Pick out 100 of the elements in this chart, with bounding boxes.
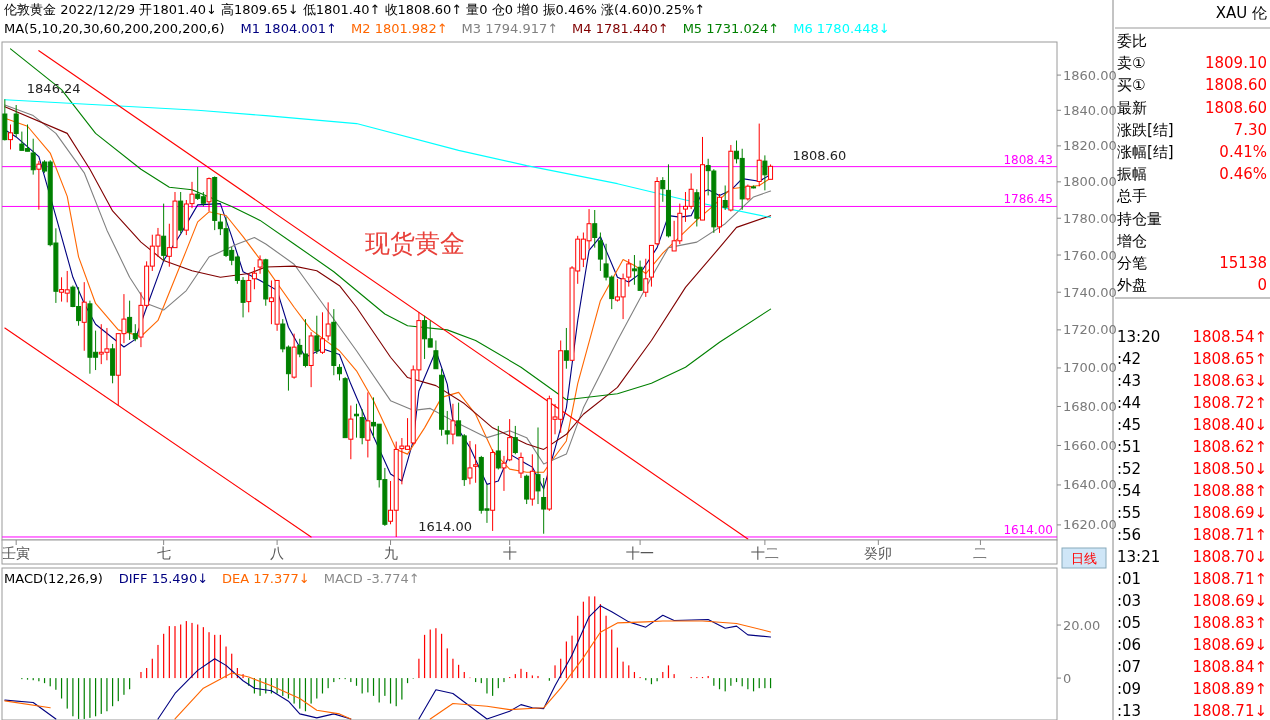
candlestick: [535, 426, 541, 505]
candlestick: [722, 184, 728, 211]
y-tick-label: 1720.00: [1063, 322, 1117, 338]
text: 1808.69↓: [1192, 592, 1267, 610]
category-label: 委比: [1117, 32, 1147, 50]
candlestick: [246, 273, 252, 313]
category-label: :06: [1117, 636, 1142, 654]
text: 1808.71↑: [1192, 570, 1267, 588]
text: 1808.40↓: [1192, 416, 1267, 434]
category-label: 13:21: [1117, 548, 1161, 566]
text: 1808.50↓: [1192, 460, 1267, 478]
candlestick: [660, 176, 666, 203]
text: M1 1804.001↑: [240, 21, 338, 36]
line-series: [174, 672, 352, 720]
text: M6 1780.448↓: [793, 21, 890, 36]
text: 日线: [1071, 551, 1097, 566]
x-tick-label: 十: [502, 545, 517, 561]
candlestick: [501, 455, 507, 492]
candlestick: [325, 301, 331, 341]
chart-subtitle: MA(5,10,20,30,60,200,200,200,6): [4, 21, 225, 36]
y-tick-label: 1760.00: [1063, 247, 1117, 263]
ref-line-label: 1808.43: [1003, 152, 1053, 167]
candlestick: [359, 408, 365, 445]
candlestick: [13, 104, 19, 138]
category-label: :09: [1117, 680, 1142, 698]
candlestick: [257, 254, 263, 275]
y-tick-label: 1740.00: [1063, 284, 1117, 300]
category-label: 买①: [1117, 76, 1146, 95]
candlestick: [541, 477, 547, 535]
candlestick: [30, 138, 36, 176]
text: 1808.89↑: [1192, 680, 1267, 698]
category-label: 最新: [1117, 98, 1147, 117]
category-label: 涨跌[结]: [1117, 120, 1174, 139]
x-tick-label: 九: [383, 545, 398, 561]
text: M4 1781.440↑: [572, 21, 669, 36]
candlestick: [433, 339, 439, 370]
category-label: 外盘: [1117, 276, 1147, 295]
y-tick-label: 1640.00: [1063, 477, 1117, 493]
text: 1808.62↑: [1192, 438, 1267, 456]
line-series: [429, 620, 772, 720]
category-label: 卖①: [1117, 54, 1146, 73]
candlestick: [251, 266, 257, 290]
candlestick: [524, 474, 530, 505]
candlestick: [8, 123, 14, 150]
candlestick: [36, 160, 42, 211]
category-label: :51: [1117, 438, 1142, 456]
category-label: 振幅: [1117, 165, 1147, 184]
text: M2 1801.982↑: [351, 21, 448, 36]
candlestick: [81, 281, 87, 352]
text: 15138: [1219, 254, 1267, 272]
category-label: 总手: [1116, 187, 1147, 206]
category-label: 分笔: [1117, 254, 1147, 272]
text: 1808.63↓: [1192, 372, 1267, 390]
text: 1809.10: [1204, 54, 1267, 73]
candlestick: [563, 327, 569, 370]
category-label: 涨幅[结]: [1117, 143, 1174, 161]
text: 1808.65↑: [1192, 350, 1267, 368]
x-tick-label: 七: [156, 545, 171, 561]
chart-title: MACD(12,26,9): [4, 571, 103, 586]
line-series: [4, 99, 772, 219]
y-tick-label: 20.00: [1063, 617, 1101, 633]
candlestick: [756, 123, 762, 187]
x-tick-label: 癸卯: [864, 545, 893, 561]
annotation: 现货黄金: [365, 229, 465, 258]
text: DEA 17.377↓: [222, 571, 310, 586]
candlestick: [592, 209, 598, 249]
x-tick-label: 壬寅: [2, 545, 31, 561]
candlestick: [206, 177, 212, 212]
line-series: [9, 48, 772, 401]
category-label: 持仓量: [1117, 209, 1162, 228]
text: 1808.71↓: [1192, 702, 1267, 720]
category-label: :42: [1117, 350, 1142, 368]
candlestick: [348, 405, 354, 460]
candlestick: [365, 391, 371, 458]
y-tick-label: 1800.00: [1063, 174, 1117, 190]
category-label: :54: [1117, 482, 1142, 500]
x-tick-label: 二: [973, 545, 988, 561]
candlestick: [473, 443, 479, 484]
text: 1808.69↓: [1192, 504, 1267, 522]
x-tick-label: 八: [270, 545, 285, 561]
text: DIFF 15.490↓: [118, 571, 209, 586]
category-label: :03: [1117, 592, 1142, 610]
y-tick-label: 1860.00: [1063, 67, 1117, 83]
candlestick: [643, 258, 649, 298]
text: M5 1731.024↑: [682, 21, 780, 36]
candlestick: [467, 440, 473, 485]
category-label: :52: [1117, 460, 1142, 478]
category-label: :55: [1117, 504, 1142, 522]
text: 1808.69↓: [1192, 636, 1267, 654]
x-tick-label: 十二: [750, 545, 779, 561]
category-label: :44: [1117, 394, 1142, 412]
category-label: :56: [1117, 526, 1142, 544]
text: 0.46%: [1219, 165, 1267, 184]
candlestick: [626, 258, 632, 288]
text: 1808.83↑: [1192, 614, 1267, 632]
candlestick: [512, 425, 518, 455]
text: 1808.72↑: [1192, 394, 1267, 412]
text: 0.41%: [1219, 143, 1267, 161]
x-tick-label: 十一: [626, 545, 655, 561]
candlestick: [444, 410, 450, 445]
